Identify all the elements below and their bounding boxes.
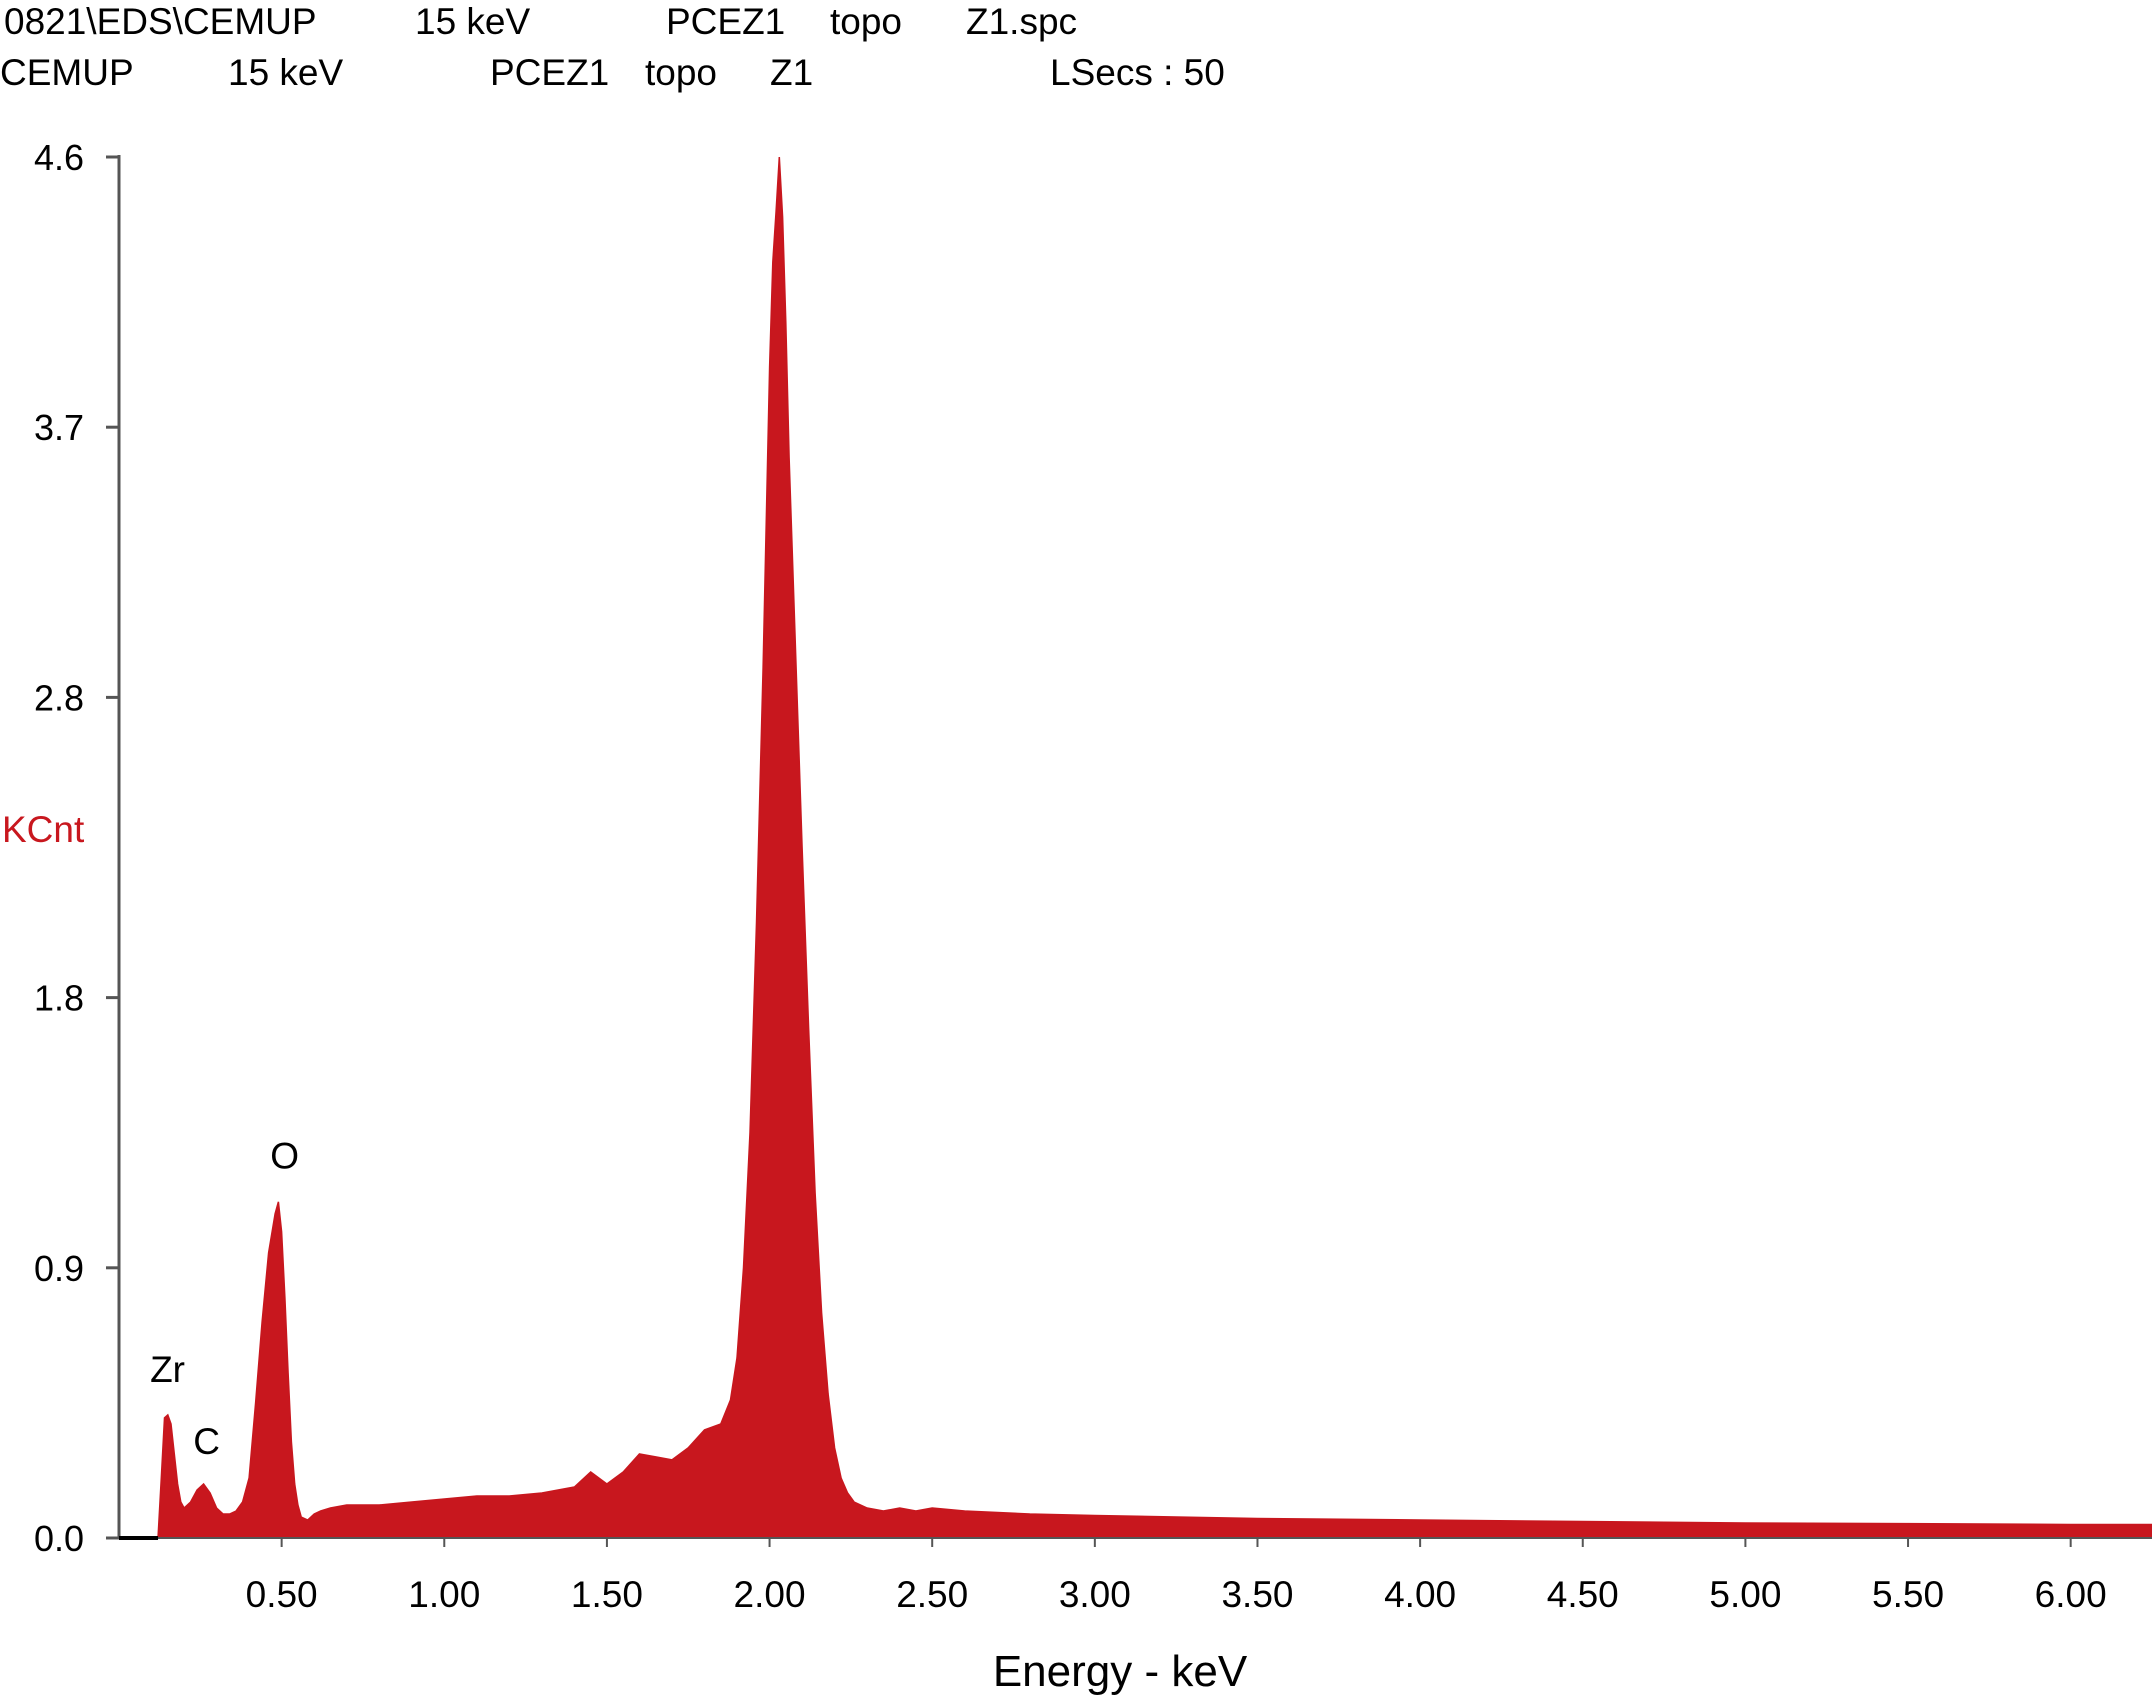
x-tick-label: 0.50: [246, 1574, 318, 1615]
header-voltage: 15 keV: [415, 1, 531, 42]
y-tick-label: 3.7: [34, 407, 84, 448]
y-axis-title: KCnt: [2, 809, 85, 850]
peak-label: Zr: [150, 1349, 185, 1390]
y-tick-label: 0.9: [34, 1248, 84, 1289]
x-tick-label: 5.50: [1872, 1574, 1944, 1615]
y-tick-label: 4.6: [34, 137, 84, 178]
y-tick-label: 1.8: [34, 978, 84, 1019]
x-tick-label: 4.50: [1547, 1574, 1619, 1615]
header-mode-2: topo: [645, 52, 718, 93]
header-lsecs: LSecs : 50: [1050, 52, 1225, 93]
x-tick-label: 6.00: [2035, 1574, 2107, 1615]
x-axis-title: Energy - keV: [993, 1647, 1248, 1696]
x-tick-label: 2.00: [734, 1574, 806, 1615]
x-tick-label: 4.00: [1384, 1574, 1456, 1615]
peak-label: C: [193, 1421, 220, 1462]
spectrum-area: [157, 156, 2152, 1539]
header-lab: CEMUP: [0, 52, 134, 93]
x-tick-label: 3.00: [1059, 1574, 1131, 1615]
header-path: 0821\EDS\CEMUP: [4, 1, 317, 42]
header-voltage-2: 15 keV: [228, 52, 344, 93]
peak-label: O: [270, 1136, 299, 1177]
x-tick-label: 3.50: [1221, 1574, 1293, 1615]
x-tick-label: 1.50: [571, 1574, 643, 1615]
header-mode: topo: [830, 1, 903, 42]
y-tick-label: 2.8: [34, 677, 84, 718]
header-sample-2: PCEZ1: [490, 52, 610, 93]
x-tick-label: 2.50: [896, 1574, 968, 1615]
x-tick-label: 1.00: [408, 1574, 480, 1615]
header-sample: PCEZ1: [666, 1, 786, 42]
y-tick-label: 0.0: [34, 1518, 84, 1559]
x-tick-label: 5.00: [1709, 1574, 1781, 1615]
header-spot: Z1: [770, 52, 814, 93]
header-file: Z1.spc: [966, 1, 1078, 42]
